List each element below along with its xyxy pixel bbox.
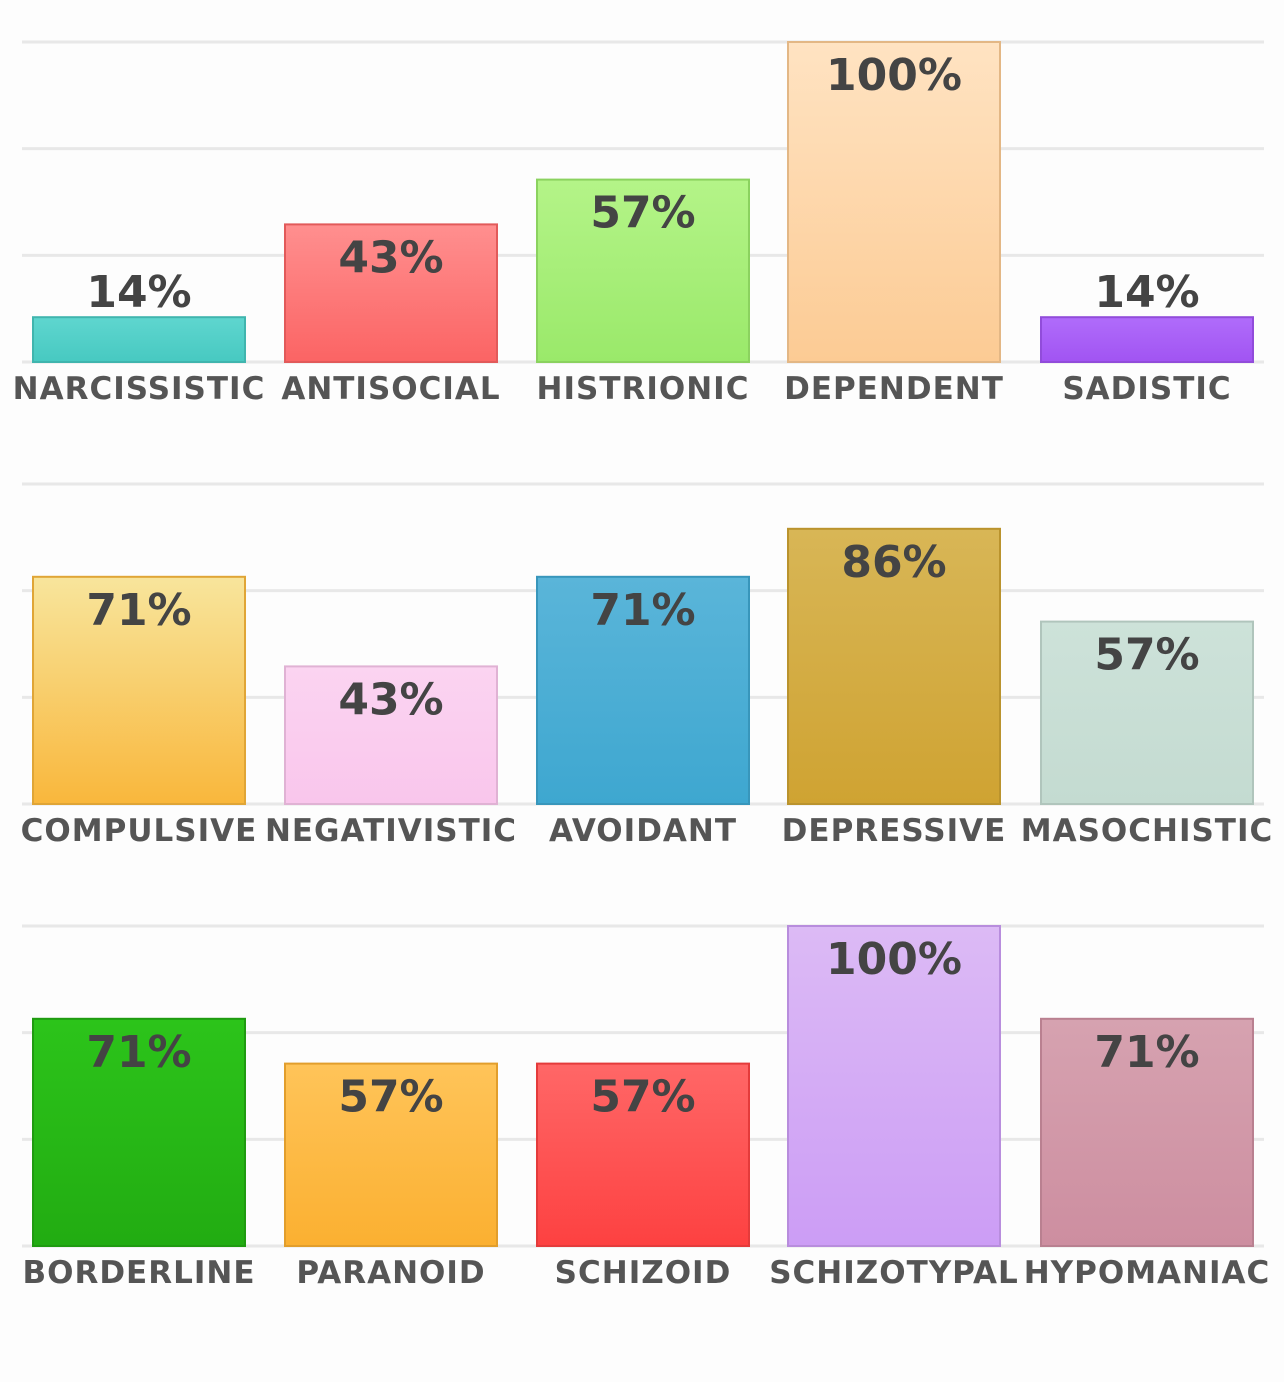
value-label-schizotypal: 100%	[826, 934, 962, 985]
category-label-borderline: BORDERLINE	[22, 1255, 255, 1291]
value-label-narcissistic: 14%	[86, 267, 191, 318]
category-label-paranoid: PARANOID	[296, 1255, 485, 1291]
category-label-negativistic: NEGATIVISTIC	[265, 813, 517, 849]
category-label-schizotypal: SCHIZOTYPAL	[769, 1255, 1019, 1291]
category-label-antisocial: ANTISOCIAL	[281, 371, 500, 407]
bar-compulsive	[32, 575, 246, 805]
bar-antisocial	[284, 223, 498, 363]
category-label-depressive: DEPRESSIVE	[782, 813, 1007, 849]
bar-dependent	[787, 41, 1001, 363]
category-label-sadistic: SADISTIC	[1062, 371, 1231, 407]
value-label-schizoid: 57%	[590, 1072, 695, 1123]
bar-chart-1: 14% NARCISSISTIC 43% ANTISOCIAL 57% HISTRIONI…	[13, 40, 1264, 407]
value-label-masochistic: 57%	[1094, 630, 1199, 681]
category-label-avoidant: AVOIDANT	[549, 813, 737, 849]
category-label-hypomaniac: HYPOMANIAC	[1024, 1255, 1271, 1291]
category-label-masochistic: MASOCHISTIC	[1021, 813, 1274, 849]
bar-schizotypal	[787, 925, 1001, 1247]
value-label-dependent: 100%	[826, 50, 962, 101]
bar-masochistic	[1040, 620, 1254, 805]
bar-paranoid	[284, 1062, 498, 1247]
value-label-compulsive: 71%	[86, 585, 191, 636]
bar-depressive	[787, 527, 1001, 806]
bar-narcissistic	[32, 316, 246, 364]
bar-negativistic	[284, 665, 498, 805]
value-label-paranoid: 57%	[338, 1072, 443, 1123]
value-label-negativistic: 43%	[338, 674, 443, 725]
value-label-borderline: 71%	[86, 1027, 191, 1078]
category-label-compulsive: COMPULSIVE	[21, 813, 258, 849]
category-label-narcissistic: NARCISSISTIC	[13, 371, 266, 407]
bar-chart-3: 71% BORDERLINE 57% PARANOID 57% SCHIZOID 100% S…	[22, 924, 1271, 1291]
category-label-histrionic: HISTRIONIC	[537, 371, 750, 407]
value-label-sadistic: 14%	[1094, 267, 1199, 318]
bar-sadistic	[1040, 316, 1254, 364]
value-label-avoidant: 71%	[590, 585, 695, 636]
value-label-hypomaniac: 71%	[1094, 1027, 1199, 1078]
bar-schizoid	[536, 1062, 750, 1247]
value-label-histrionic: 57%	[590, 188, 695, 239]
category-label-dependent: DEPENDENT	[784, 371, 1004, 407]
value-label-depressive: 86%	[841, 537, 946, 588]
bar-borderline	[32, 1017, 246, 1247]
bar-hypomaniac	[1040, 1017, 1254, 1247]
bar-chart-2: 71% COMPULSIVE 43% NEGATIVISTIC 71% AVOIDANT 8…	[21, 482, 1274, 849]
category-label-schizoid: SCHIZOID	[555, 1255, 732, 1291]
bar-avoidant	[536, 575, 750, 805]
bar-histrionic	[536, 178, 750, 363]
value-label-antisocial: 43%	[338, 232, 443, 283]
